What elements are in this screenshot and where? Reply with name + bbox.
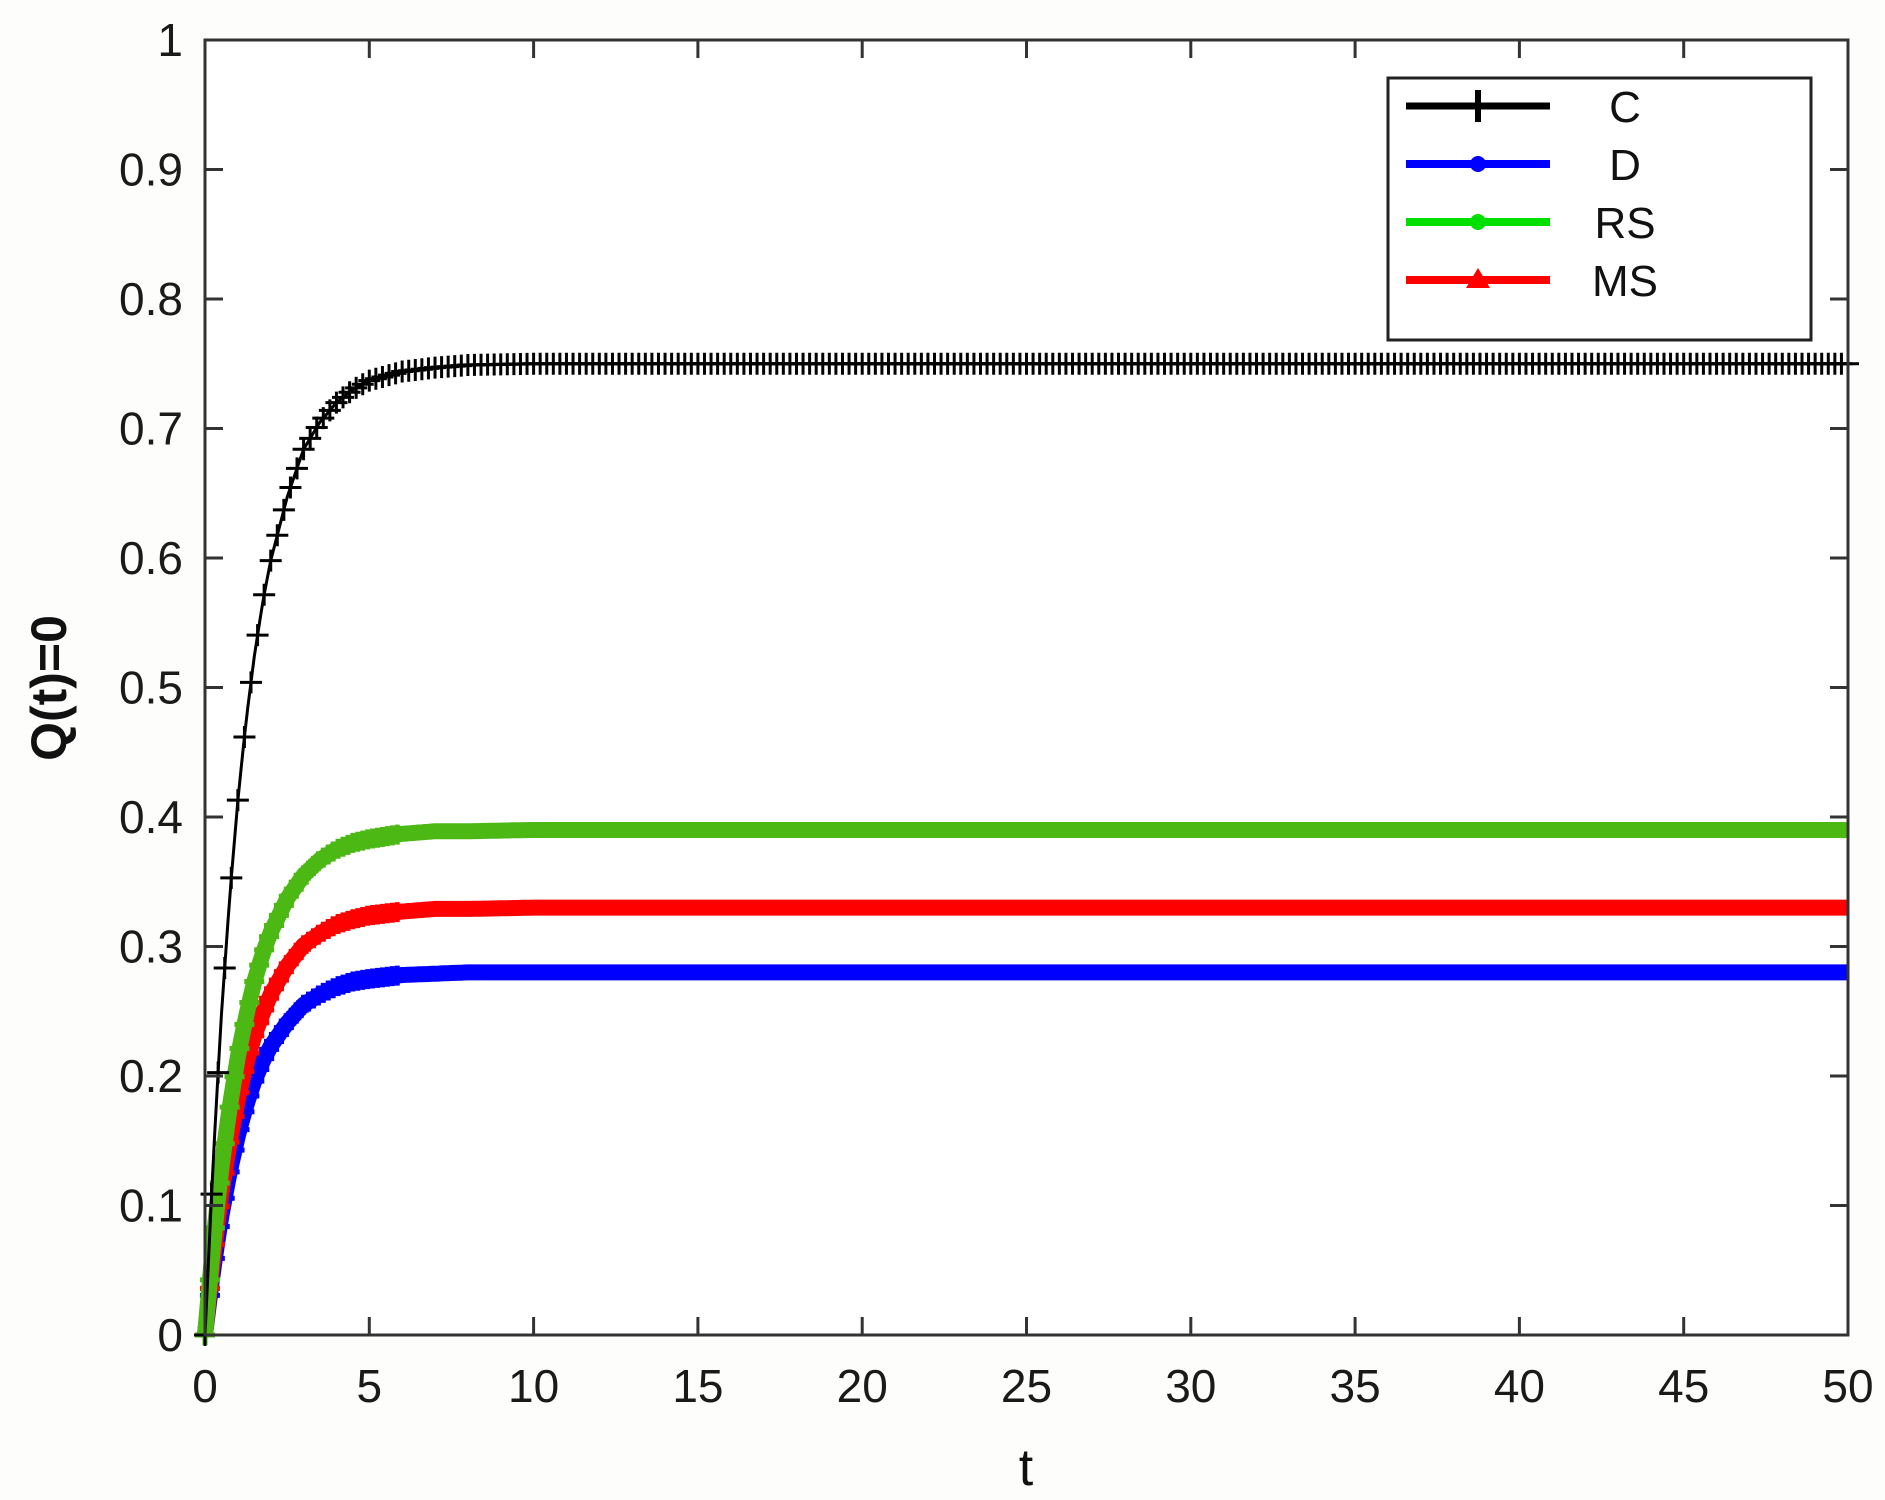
series-layer bbox=[194, 352, 1859, 1346]
circle-marker-icon bbox=[1470, 214, 1486, 230]
marker bbox=[234, 1014, 255, 1035]
marker bbox=[387, 824, 408, 845]
x-tick-label: 10 bbox=[508, 1360, 559, 1412]
x-tick-label: 15 bbox=[672, 1360, 723, 1412]
legend-label: RS bbox=[1594, 199, 1655, 248]
marker bbox=[214, 1133, 235, 1154]
plus-marker bbox=[272, 498, 295, 521]
y-tick-label: 0.5 bbox=[119, 662, 183, 714]
x-tick-label: 20 bbox=[837, 1360, 888, 1412]
x-tick-label: 35 bbox=[1330, 1360, 1381, 1412]
marker bbox=[264, 915, 285, 936]
x-tick-label: 30 bbox=[1165, 1360, 1216, 1412]
marker bbox=[254, 939, 275, 960]
legend-item-rs: RS bbox=[1406, 199, 1656, 248]
y-tick-label: 0.6 bbox=[119, 532, 183, 584]
marker bbox=[387, 902, 408, 923]
plus-marker bbox=[286, 457, 309, 480]
plus-marker bbox=[220, 866, 243, 889]
triangle-marker-icon bbox=[1466, 268, 1490, 288]
marker bbox=[259, 926, 280, 947]
plus-marker bbox=[253, 583, 276, 606]
x-tick-label: 50 bbox=[1822, 1360, 1873, 1412]
plus-marker bbox=[246, 624, 269, 647]
y-tick-label: 0.7 bbox=[119, 403, 183, 455]
marker bbox=[239, 992, 260, 1013]
marker bbox=[387, 965, 408, 986]
plus-marker bbox=[207, 1061, 230, 1084]
marker bbox=[204, 1218, 225, 1239]
x-tick-label: 5 bbox=[357, 1360, 383, 1412]
series-line bbox=[197, 899, 1853, 1336]
legend-label: D bbox=[1609, 141, 1641, 190]
plus-marker bbox=[259, 549, 282, 572]
y-tick-label: 1 bbox=[157, 14, 183, 66]
marker bbox=[199, 1269, 220, 1290]
circle-marker-icon bbox=[1470, 156, 1486, 172]
legend: CD RS MS bbox=[1386, 76, 1813, 342]
x-tick-label: 25 bbox=[1001, 1360, 1052, 1412]
plus-marker bbox=[213, 956, 236, 979]
y-axis-title: Q(t)=0 bbox=[21, 615, 77, 761]
legend-item-ms: MS bbox=[1406, 257, 1658, 306]
marker bbox=[224, 1066, 245, 1087]
series-rs bbox=[195, 822, 1853, 1345]
marker bbox=[249, 955, 270, 976]
series-line bbox=[197, 822, 1853, 1336]
x-axis-tick-labels: 0 5 10 15 20 25 30 35 40 45 50 bbox=[192, 1360, 1873, 1412]
axis-ticks bbox=[205, 40, 1848, 1335]
plus-marker bbox=[233, 725, 256, 748]
series-ms bbox=[195, 899, 1853, 1345]
series-c bbox=[194, 352, 1859, 1346]
plus-marker bbox=[266, 524, 289, 547]
y-tick-label: 0.2 bbox=[119, 1050, 183, 1102]
y-tick-label: 0.8 bbox=[119, 273, 183, 325]
legend-item-d: D bbox=[1406, 141, 1641, 190]
x-tick-label: 0 bbox=[192, 1360, 218, 1412]
plus-marker bbox=[240, 671, 263, 694]
marker bbox=[254, 999, 275, 1020]
marker bbox=[219, 1097, 240, 1118]
plus-marker bbox=[279, 476, 302, 499]
legend-item-c: C bbox=[1406, 83, 1641, 132]
x-axis-title: t bbox=[1019, 1439, 1034, 1497]
series-line bbox=[197, 964, 1853, 1336]
x-tick-label: 45 bbox=[1658, 1360, 1709, 1412]
marker bbox=[229, 1038, 250, 1059]
marker bbox=[244, 971, 265, 992]
y-tick-label: 0 bbox=[157, 1309, 183, 1361]
legend-label: MS bbox=[1592, 257, 1658, 306]
x-tick-label: 40 bbox=[1494, 1360, 1545, 1412]
marker bbox=[268, 905, 289, 926]
y-tick-label: 0.9 bbox=[119, 144, 183, 196]
legend-label: C bbox=[1609, 83, 1641, 132]
plus-marker bbox=[226, 789, 249, 812]
y-axis-tick-labels: 0 0.1 0.2 0.3 0.4 0.5 0.6 0.7 0.8 0.9 1 bbox=[119, 14, 183, 1361]
legend-box bbox=[1386, 76, 1813, 342]
y-tick-label: 0.1 bbox=[119, 1180, 183, 1232]
y-tick-label: 0.3 bbox=[119, 921, 183, 973]
y-tick-label: 0.4 bbox=[119, 791, 183, 843]
